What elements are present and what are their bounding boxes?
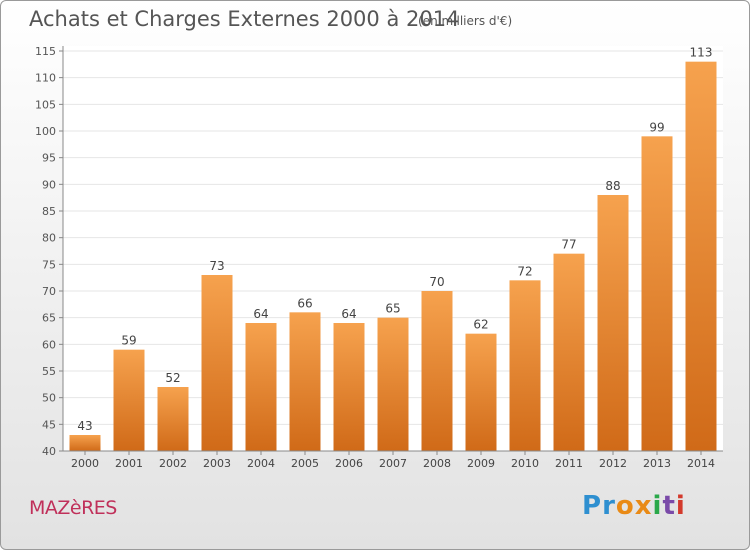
bar-2006 (333, 323, 365, 451)
bar-2002 (157, 387, 189, 451)
y-tick-label: 95 (42, 152, 56, 165)
bar-2007 (377, 317, 409, 451)
y-tick-label: 100 (35, 125, 56, 138)
bar-2005 (289, 312, 321, 451)
bar-2000 (69, 435, 101, 451)
x-tick-label-2004: 2004 (247, 457, 275, 470)
data-label-2008: 70 (429, 275, 444, 289)
bar-2009 (465, 333, 497, 451)
data-label-2012: 88 (605, 179, 620, 193)
y-tick-label: 80 (42, 232, 56, 245)
y-tick-label: 105 (35, 98, 56, 111)
x-tick-label-2012: 2012 (599, 457, 627, 470)
chart-unit: (en milliers d'€) (418, 14, 513, 28)
proxiti-logo: Proxiti (582, 491, 686, 521)
y-tick-label: 115 (35, 45, 56, 58)
x-tick-label-2013: 2013 (643, 457, 671, 470)
y-tick-label: 70 (42, 285, 56, 298)
bar-2001 (113, 349, 145, 451)
data-label-2004: 64 (253, 307, 268, 321)
x-tick-label-2001: 2001 (115, 457, 143, 470)
y-tick-label: 60 (42, 338, 56, 351)
data-label-2010: 72 (517, 264, 532, 278)
bar-2011 (553, 253, 585, 451)
y-tick-label: 55 (42, 365, 56, 378)
y-tick-label: 85 (42, 205, 56, 218)
data-label-2005: 66 (297, 296, 312, 310)
x-tick-label-2008: 2008 (423, 457, 451, 470)
bar-2004 (245, 323, 277, 451)
bar-2014 (685, 61, 717, 452)
bar-2013 (641, 136, 673, 452)
bar-2008 (421, 291, 453, 451)
data-label-2009: 62 (473, 318, 488, 332)
bars: 43 59 52 73 64 66 64 65 70 62 72 77 88 99 113 (69, 46, 717, 452)
y-tick-label: 90 (42, 178, 56, 191)
axes: 40 45 50 55 60 65 70 75 80 85 90 95 100 105 110 115 2000… (35, 45, 723, 470)
chart-title: Achats et Charges Externes 2000 à 2014 (29, 7, 460, 31)
y-tick-label: 40 (42, 445, 56, 458)
data-label-2002: 52 (165, 371, 180, 385)
bar-2010 (509, 280, 541, 451)
x-tick-label-2002: 2002 (159, 457, 187, 470)
data-label-2011: 77 (561, 238, 576, 252)
data-label-2000: 43 (77, 419, 92, 433)
x-tick-label-2005: 2005 (291, 457, 319, 470)
y-tick-label: 65 (42, 312, 56, 325)
data-label-2003: 73 (209, 259, 224, 273)
y-tick-label: 75 (42, 258, 56, 271)
y-tick-label: 45 (42, 418, 56, 431)
data-label-2007: 65 (385, 302, 400, 316)
bar-2003 (201, 275, 233, 451)
data-label-2001: 59 (121, 334, 136, 348)
x-tick-label-2003: 2003 (203, 457, 231, 470)
x-tick-label-2009: 2009 (467, 457, 495, 470)
x-tick-label-2010: 2010 (511, 457, 539, 470)
data-label-2013: 99 (649, 120, 664, 134)
y-tick-label: 110 (35, 72, 56, 85)
x-tick-label-2000: 2000 (71, 457, 99, 470)
x-tick-label-2011: 2011 (555, 457, 583, 470)
x-tick-label-2007: 2007 (379, 457, 407, 470)
x-tick-label-2014: 2014 (687, 457, 715, 470)
commune-name: MAZèRES (29, 497, 117, 519)
data-label-2006: 64 (341, 307, 356, 321)
bar-2012 (597, 195, 629, 451)
data-label-2014: 113 (690, 46, 713, 60)
x-tick-label-2006: 2006 (335, 457, 363, 470)
y-tick-label: 50 (42, 392, 56, 405)
